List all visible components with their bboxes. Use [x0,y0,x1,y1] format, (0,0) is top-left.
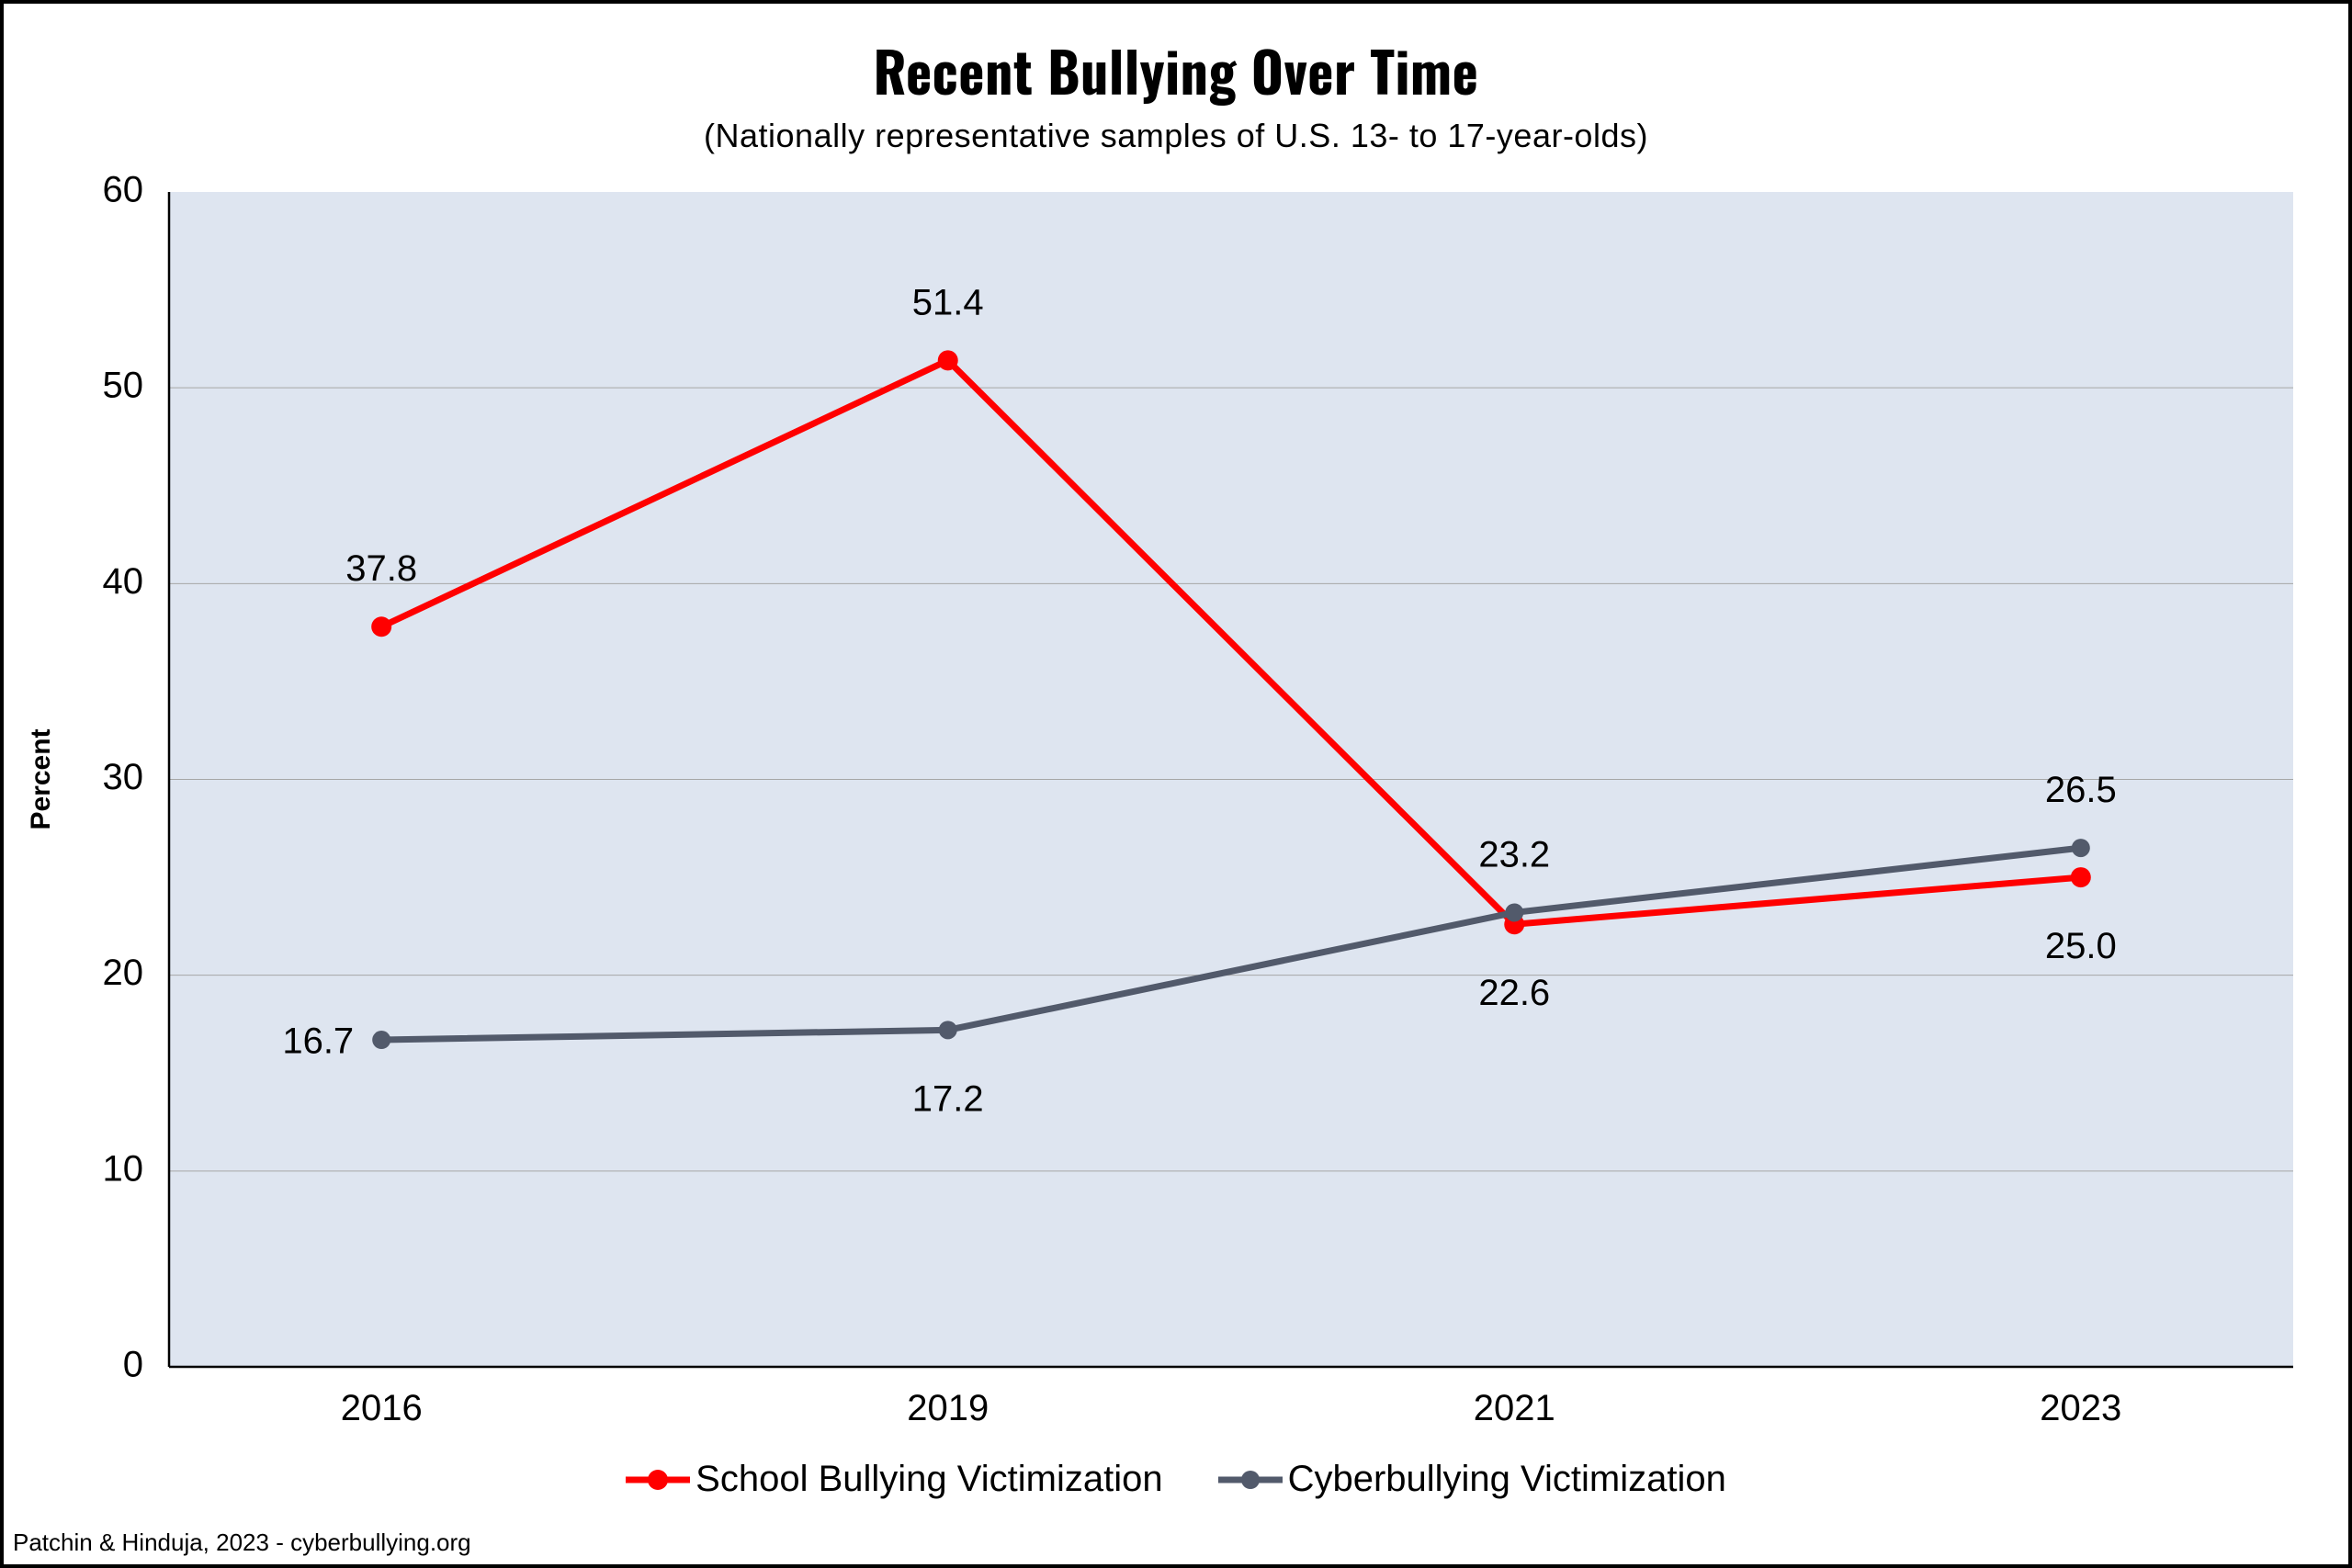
x-tick-label: 2023 [2040,1388,2121,1428]
x-tick-label: 2019 [907,1388,989,1428]
chart-subtitle: (Nationally representative samples of U.… [4,117,2348,155]
y-tick-label: 0 [123,1345,143,1385]
y-tick-label: 20 [103,953,144,993]
data-label: 16.7 [282,1021,354,1062]
legend-swatch [626,1469,690,1491]
x-tick-label: 2021 [1474,1388,1555,1428]
data-label: 37.8 [345,548,417,589]
y-tick-label: 50 [103,366,144,406]
title-block: Recent Bullying Over Time (Nationally re… [4,4,2348,155]
chart-frame: Recent Bullying Over Time (Nationally re… [0,0,2352,1568]
legend-label: Cyberbullying Victimization [1288,1459,1726,1500]
chart-title: Recent Bullying Over Time [4,29,2348,111]
y-axis-label: Percent [26,728,56,829]
x-tick-label: 2016 [341,1388,423,1428]
legend-item-0: School Bullying Victimization [626,1459,1162,1500]
data-label: 26.5 [2045,770,2117,810]
footer-citation: Patchin & Hinduja, 2023 - cyberbullying.… [13,1529,471,1557]
y-tick-label: 10 [103,1148,144,1189]
data-label: 17.2 [912,1078,984,1119]
data-label: 25.0 [2045,926,2117,966]
legend-label: School Bullying Victimization [695,1459,1162,1500]
y-tick-label: 60 [103,170,144,210]
data-label: 51.4 [912,282,984,322]
legend-swatch [1218,1469,1283,1491]
data-label: 23.2 [1478,834,1550,874]
legend-item-1: Cyberbullying Victimization [1218,1459,1726,1500]
y-tick-label: 30 [103,757,144,797]
chart-area: 0 10 20 30 40 50 60 2016 2019 2021 2023 Percent 37.8… [4,155,2348,1450]
chart-svg: 0 10 20 30 40 50 60 2016 2019 2021 2023 Percent 37.8… [4,155,2348,1450]
y-tick-label: 40 [103,561,144,602]
data-label: 22.6 [1478,973,1550,1013]
